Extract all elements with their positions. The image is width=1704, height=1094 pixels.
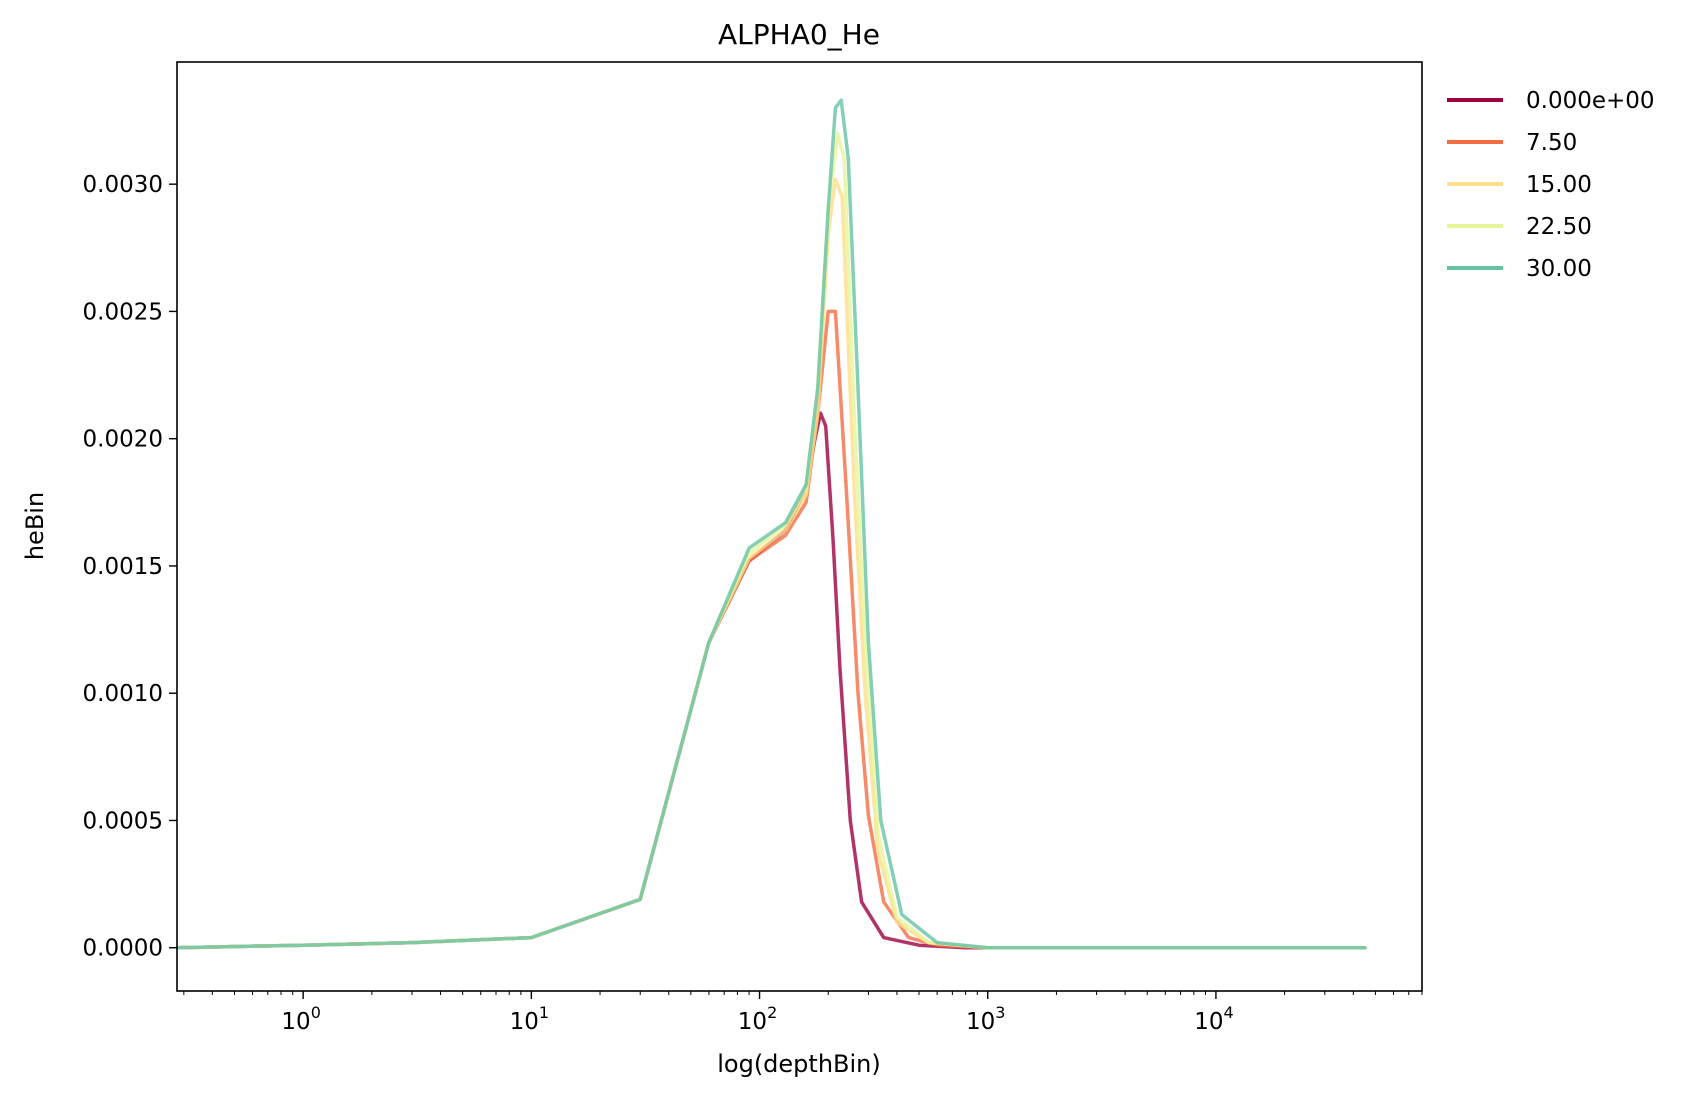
legend: 0.000e+00 7.50 15.00 22.50 30.00: [1447, 88, 1655, 282]
x-tick-base: 10: [1194, 1009, 1223, 1035]
series-layer: [177, 98, 1367, 950]
series-line: [177, 411, 1367, 950]
chart-title: ALPHA0_He: [718, 18, 880, 51]
y-tick-label: 0.0005: [83, 808, 163, 834]
y-axis-label: heBin: [21, 492, 49, 560]
plot-frame: [176, 61, 1423, 992]
y-tick-label: 0.0015: [83, 554, 163, 580]
series-line: [177, 177, 1367, 950]
legend-label: 0.000e+00: [1526, 88, 1655, 114]
x-axis-label: log(depthBin): [717, 1050, 881, 1078]
y-axis: 0.0000 0.0005 0.0010 0.0015 0.0020 0.0025 0.00…: [83, 172, 177, 962]
y-tick-label: 0.0025: [83, 299, 163, 325]
x-tick-label: 101: [510, 1003, 549, 1035]
x-tick-base: 10: [966, 1009, 995, 1035]
x-tick-exponent: 3: [995, 1003, 1005, 1022]
x-tick-exponent: 1: [539, 1003, 549, 1022]
y-tick-label: 0.0030: [83, 172, 163, 198]
x-axis: 100 101 102 103 104: [183, 991, 1423, 1035]
legend-label: 7.50: [1526, 130, 1577, 156]
x-tick-base: 10: [738, 1009, 767, 1035]
x-tick-base: 10: [281, 1009, 310, 1035]
x-tick-label: 100: [281, 1003, 320, 1035]
series-line: [177, 98, 1367, 950]
x-tick-exponent: 0: [311, 1003, 321, 1022]
y-tick-label: 0.0020: [83, 427, 163, 453]
x-tick-label: 104: [1194, 1003, 1233, 1035]
x-tick-exponent: 2: [767, 1003, 777, 1022]
x-tick-label: 103: [966, 1003, 1005, 1035]
legend-label: 30.00: [1526, 256, 1592, 282]
y-tick-label: 0.0000: [83, 936, 163, 962]
x-tick-exponent: 4: [1223, 1003, 1233, 1022]
x-tick-label: 102: [738, 1003, 777, 1035]
x-tick-base: 10: [510, 1009, 539, 1035]
legend-label: 15.00: [1526, 172, 1592, 198]
y-tick-label: 0.0010: [83, 681, 163, 707]
series-line: [177, 309, 1367, 950]
legend-label: 22.50: [1526, 214, 1592, 240]
